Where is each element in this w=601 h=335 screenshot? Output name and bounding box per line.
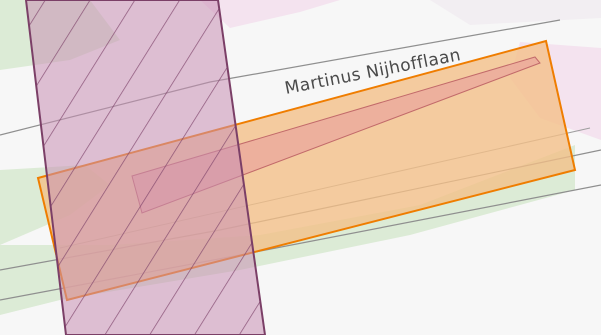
purple-hatched-zone[interactable] [24, 0, 267, 335]
light-area-top-right [430, 0, 601, 25]
pink-area-top [200, 0, 340, 28]
